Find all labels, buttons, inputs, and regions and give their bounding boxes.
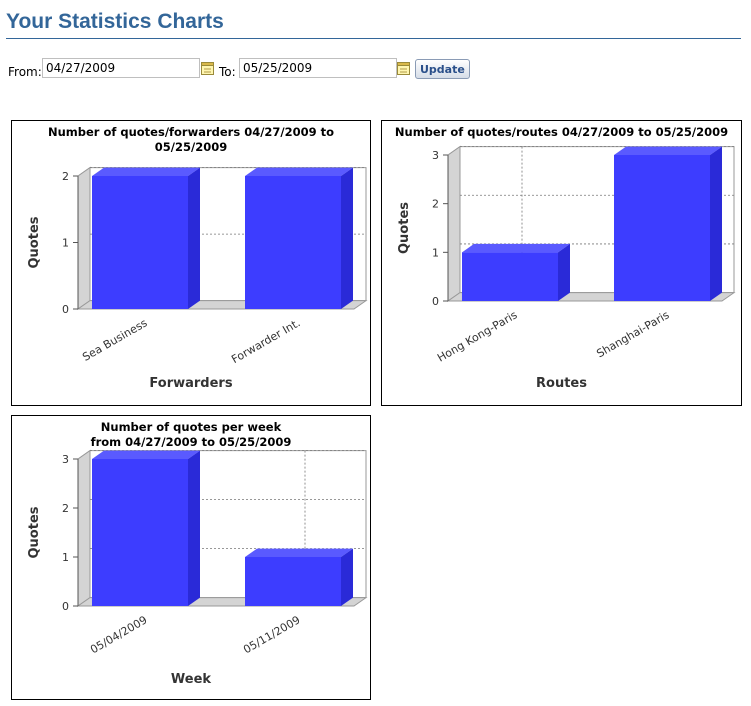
bar-front xyxy=(614,155,710,301)
bar-top xyxy=(245,548,353,557)
y-tick-label: 2 xyxy=(432,198,439,211)
bar-front xyxy=(245,176,341,309)
to-label: To: xyxy=(219,65,236,79)
bar-front xyxy=(92,176,188,309)
plot-left-wall xyxy=(77,449,91,607)
x-axis-label: Week xyxy=(171,672,212,687)
bar-side xyxy=(188,450,200,606)
y-tick-label: 2 xyxy=(62,502,69,515)
chart-forwarders-svg: Number of quotes/forwarders 04/27/2009 t… xyxy=(27,125,368,391)
bar-side xyxy=(558,243,570,301)
to-date-input[interactable] xyxy=(239,58,397,78)
title-divider xyxy=(6,38,741,39)
x-tick-label: Hong Kong-Paris xyxy=(435,308,520,364)
page-title: Your Statistics Charts xyxy=(6,10,224,33)
bar-side xyxy=(710,146,722,301)
chart-title: Number of quotes/routes 04/27/2009 to 05… xyxy=(395,125,728,139)
y-tick-label: 1 xyxy=(432,246,439,259)
y-axis-label: Quotes xyxy=(27,216,42,268)
x-axis-label: Forwarders xyxy=(149,376,232,391)
x-tick-label: Sea Business xyxy=(80,316,150,364)
bar-front xyxy=(92,459,188,606)
bar-top xyxy=(614,146,722,155)
update-button[interactable]: Update xyxy=(415,59,470,79)
calendar-icon[interactable] xyxy=(201,62,214,75)
from-label: From: xyxy=(8,65,42,79)
bar-top xyxy=(92,167,200,176)
chart-title: Number of quotes/forwarders 04/27/2009 t… xyxy=(48,125,334,139)
bar-top xyxy=(92,450,200,459)
chart-title: from 04/27/2009 to 05/25/2009 xyxy=(91,435,292,449)
bar-front xyxy=(245,557,341,606)
bar-top xyxy=(245,167,353,176)
chart-title: 05/25/2009 xyxy=(155,140,227,154)
from-date-input[interactable] xyxy=(42,58,200,78)
chart-title: Number of quotes per week xyxy=(101,420,282,434)
x-tick-label: 05/04/2009 xyxy=(88,613,149,656)
y-tick-label: 2 xyxy=(62,170,69,183)
y-tick-label: 3 xyxy=(62,453,69,466)
y-tick-label: 0 xyxy=(62,303,69,316)
x-tick-label: 05/11/2009 xyxy=(241,613,302,656)
x-tick-label: Forwarder Int. xyxy=(229,316,302,366)
y-axis-label: Quotes xyxy=(397,202,412,254)
chart-routes-svg: Number of quotes/routes 04/27/2009 to 05… xyxy=(395,125,736,391)
y-tick-label: 1 xyxy=(62,551,69,564)
chart-routes: Number of quotes/routes 04/27/2009 to 05… xyxy=(381,120,742,406)
x-axis-label: Routes xyxy=(536,376,587,391)
bar-top xyxy=(462,243,570,253)
bar-side xyxy=(341,167,353,309)
y-axis-label: Quotes xyxy=(27,506,42,558)
x-tick-label: Shanghai-Paris xyxy=(594,308,671,360)
chart-weeks: Number of quotes per week from 04/27/2009… xyxy=(11,415,371,700)
bar-side xyxy=(188,167,200,309)
plot-left-wall xyxy=(447,145,461,302)
bar-side xyxy=(341,548,353,606)
y-tick-label: 0 xyxy=(432,295,439,308)
y-tick-label: 3 xyxy=(432,149,439,162)
bar-front xyxy=(462,252,558,301)
y-tick-label: 0 xyxy=(62,600,69,613)
calendar-icon[interactable] xyxy=(397,62,410,75)
y-tick-label: 1 xyxy=(62,237,69,250)
chart-forwarders: Number of quotes/forwarders 04/27/2009 t… xyxy=(11,120,371,406)
plot-left-wall xyxy=(77,166,91,310)
